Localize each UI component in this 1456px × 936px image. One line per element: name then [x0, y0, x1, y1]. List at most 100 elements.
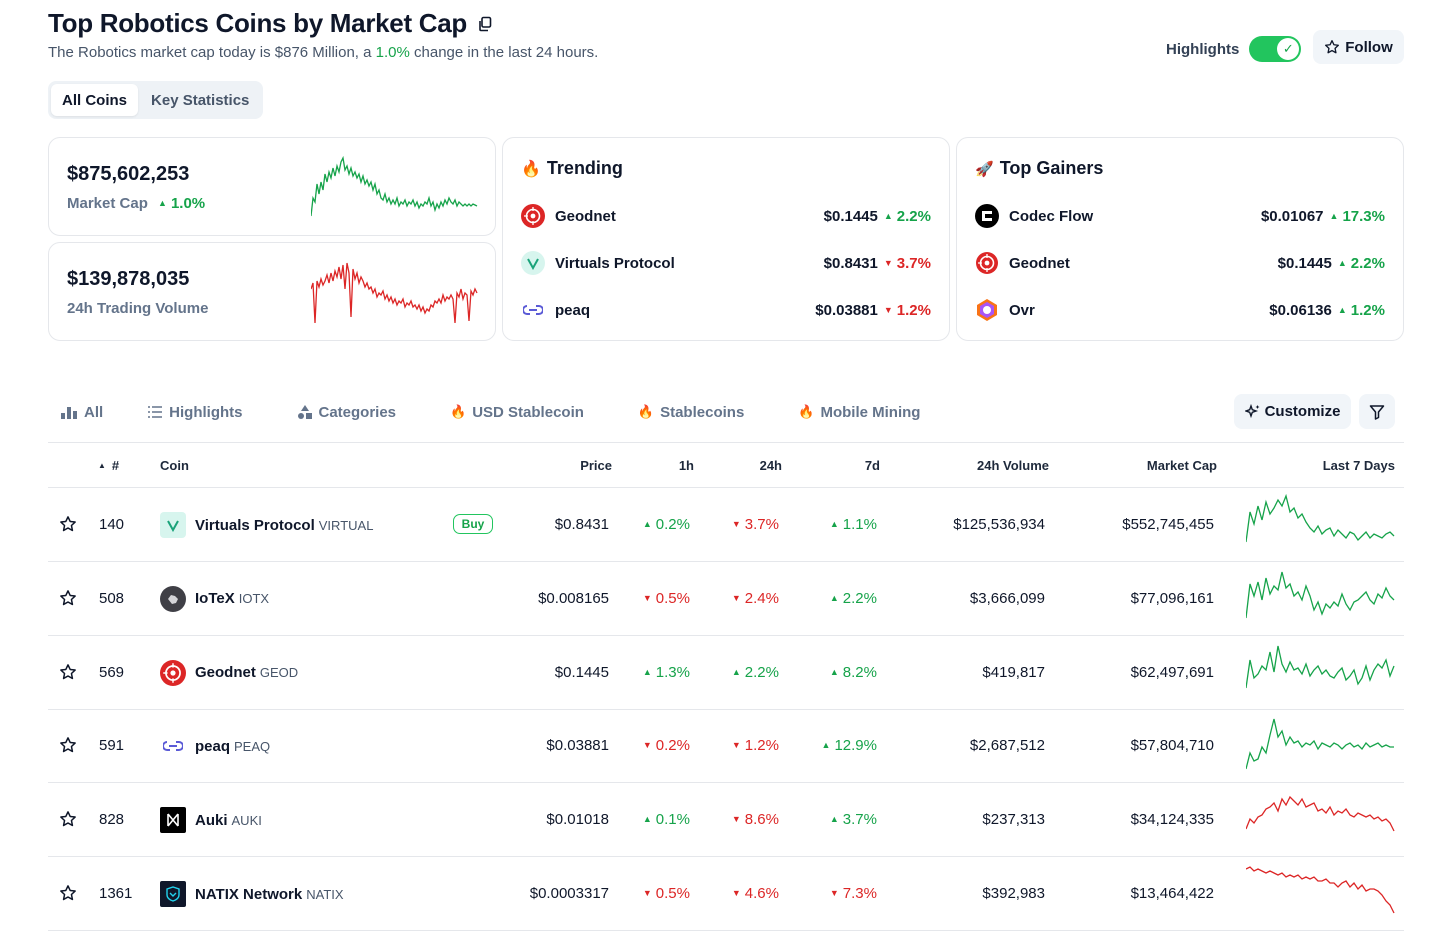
row-coin[interactable]: IoTeX IOTX — [160, 585, 270, 612]
col-market-cap[interactable]: Market Cap — [1146, 458, 1217, 473]
tab-highlights[interactable]: Highlights — [137, 404, 252, 421]
tab-label: USD Stablecoin — [472, 403, 584, 421]
row-coin[interactable]: NATIX Network NATIX — [160, 881, 344, 907]
coin-symbol: IOTX — [238, 591, 270, 607]
peaq-icon — [521, 298, 545, 322]
row-1h-change: 0.2% — [628, 737, 690, 754]
row-24h-change: 4.6% — [708, 885, 779, 902]
customize-button[interactable]: Customize — [1234, 394, 1351, 429]
virtuals-protocol-icon — [160, 512, 186, 538]
sort-up-icon: ▲ — [98, 461, 106, 470]
row-rank: 508 — [99, 589, 125, 607]
table-row[interactable]: 140 Virtuals Protocol VIRTUAL Buy $0.8431… — [48, 488, 1404, 562]
shapes-icon — [297, 405, 312, 419]
favorite-star-icon[interactable] — [59, 515, 77, 533]
row-coin[interactable]: Geodnet GEOD — [160, 659, 299, 686]
row-coin[interactable]: Virtuals Protocol VIRTUAL — [160, 512, 373, 538]
row-price: $0.01018 — [546, 811, 609, 829]
iotex-icon — [160, 585, 186, 612]
tab-all-coins[interactable]: All Coins — [51, 84, 139, 116]
page-title-text: Top Robotics Coins by Market Cap — [48, 8, 467, 38]
gainer-item[interactable]: Geodnet $0.1445 2.2% — [975, 249, 1385, 277]
coin-change: 1.2% — [884, 302, 931, 319]
geodnet-icon — [975, 251, 999, 275]
rocket-icon: 🚀 — [975, 160, 994, 178]
row-24h-volume: $237,313 — [982, 811, 1045, 829]
coin-name: Geodnet — [1009, 254, 1070, 272]
coin-name: peaq — [555, 301, 591, 319]
row-market-cap: $57,804,710 — [1130, 737, 1214, 755]
filter-button[interactable] — [1359, 394, 1395, 429]
geodnet-icon — [160, 659, 186, 686]
tab-categories[interactable]: Categories — [287, 404, 407, 421]
market-cap-label-row: Market Cap 1.0% — [67, 195, 205, 212]
trending-item[interactable]: Virtuals Protocol $0.8431 3.7% — [521, 249, 931, 277]
row-7d-change: 12.9% — [808, 737, 877, 754]
col-7d[interactable]: 7d — [864, 458, 880, 473]
col-coin[interactable]: Coin — [160, 458, 189, 473]
col-24h-volume[interactable]: 24h Volume — [976, 458, 1049, 473]
row-coin[interactable]: Auki AUKI — [160, 807, 262, 834]
trending-title: 🔥 Trending — [521, 158, 623, 179]
tab-stablecoins[interactable]: 🔥 Stablecoins — [628, 404, 754, 421]
row-price: $0.1445 — [554, 663, 609, 681]
row-market-cap: $13,464,422 — [1130, 885, 1214, 902]
row-1h-change: 0.5% — [628, 885, 690, 902]
tab-label: Categories — [318, 403, 397, 421]
col-rank[interactable]: ▲ # — [98, 458, 124, 473]
trending-card: 🔥 Trending Geodnet $0.1445 2.2% Virtuals … — [502, 137, 950, 341]
row-24h-volume: $392,983 — [982, 885, 1045, 902]
row-7d-change: 1.1% — [808, 516, 877, 533]
trending-item[interactable]: peaq $0.03881 1.2% — [521, 296, 931, 324]
row-rank: 591 — [99, 737, 125, 755]
filter-tabs: All Highlights Categories 🔥 USD Stableco… — [48, 396, 964, 428]
favorite-star-icon[interactable] — [59, 663, 77, 681]
favorite-star-icon[interactable] — [59, 736, 77, 754]
top-gainers-title-text: Top Gainers — [999, 158, 1104, 178]
fire-icon: 🔥 — [637, 404, 655, 419]
market-cap-value: $875,602,253 — [67, 163, 190, 185]
market-cap-label: Market Cap — [67, 195, 148, 212]
tab-usd-stablecoin[interactable]: 🔥 USD Stablecoin — [440, 404, 594, 421]
fire-icon: 🔥 — [798, 404, 815, 419]
fire-icon: 🔥 — [450, 404, 467, 419]
col-last-7-days: Last 7 Days — [1322, 458, 1395, 473]
coin-name: Geodnet — [195, 664, 256, 682]
row-24h-volume: $125,536,934 — [953, 516, 1045, 533]
row-1h-change: 0.5% — [628, 590, 690, 607]
trending-item[interactable]: Geodnet $0.1445 2.2% — [521, 202, 931, 230]
check-icon: ✓ — [1277, 38, 1300, 60]
gainer-item[interactable]: Ovr $0.06136 1.2% — [975, 296, 1385, 324]
codec-flow-icon — [975, 204, 999, 228]
top-gainers-card: 🚀 Top Gainers Codec Flow $0.01067 17.3% G… — [956, 137, 1404, 341]
row-coin[interactable]: peaq PEAQ — [160, 733, 270, 759]
tab-mobile-mining[interactable]: 🔥 Mobile Mining — [788, 404, 930, 421]
coin-symbol: NATIX — [306, 886, 344, 902]
favorite-star-icon[interactable] — [59, 589, 77, 607]
col-1h[interactable]: 1h — [678, 458, 694, 473]
row-24h-volume: $2,687,512 — [969, 737, 1045, 755]
row-24h-change: 2.2% — [708, 664, 779, 681]
copy-icon[interactable] — [477, 16, 493, 32]
coin-change: 17.3% — [1330, 208, 1385, 225]
col-24h[interactable]: 24h — [759, 458, 782, 473]
gainer-item[interactable]: Codec Flow $0.01067 17.3% — [975, 202, 1385, 230]
row-price: $0.8431 — [554, 516, 609, 533]
subtitle-text-end: change in the last 24 hours. — [409, 44, 599, 61]
coin-symbol: GEOD — [259, 665, 299, 681]
favorite-star-icon[interactable] — [59, 810, 77, 828]
col-price[interactable]: Price — [580, 458, 612, 473]
favorite-star-icon[interactable] — [59, 884, 77, 902]
row-market-cap: $552,745,455 — [1122, 516, 1214, 533]
tab-key-statistics[interactable]: Key Statistics — [151, 91, 250, 109]
follow-button[interactable]: Follow — [1313, 30, 1404, 64]
highlights-toggle[interactable]: ✓ — [1249, 36, 1302, 62]
buy-button[interactable]: Buy — [453, 514, 493, 534]
coin-name: Ovr — [1009, 301, 1035, 319]
tab-all[interactable]: All — [48, 404, 113, 421]
